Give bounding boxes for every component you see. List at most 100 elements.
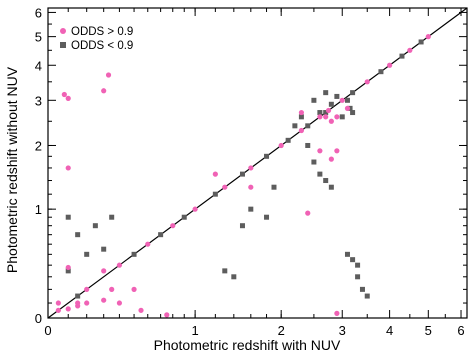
data-point-low-odds bbox=[292, 123, 298, 129]
x-axis-title: Photometric redshift with NUV bbox=[154, 337, 341, 353]
data-point-low-odds bbox=[311, 97, 317, 103]
legend-marker-high-odds bbox=[60, 28, 66, 34]
legend-marker-low-odds bbox=[60, 42, 66, 48]
data-point-high-odds bbox=[305, 210, 311, 216]
legend-label-low-odds: ODDS < 0.9 bbox=[71, 40, 133, 52]
legend-label-high-odds: ODDS > 0.9 bbox=[71, 26, 133, 38]
data-point-low-odds bbox=[378, 69, 384, 75]
data-point-low-odds bbox=[399, 53, 405, 59]
data-points bbox=[55, 34, 431, 318]
y-tick-label: 0 bbox=[35, 311, 42, 326]
legend: ODDS > 0.9 ODDS < 0.9 bbox=[60, 26, 133, 52]
data-point-low-odds bbox=[285, 137, 291, 143]
data-point-low-odds bbox=[239, 223, 245, 229]
data-point-low-odds bbox=[212, 191, 218, 197]
data-point-high-odds bbox=[407, 47, 413, 53]
data-point-high-odds bbox=[75, 300, 81, 306]
data-point-low-odds bbox=[248, 206, 254, 212]
data-point-high-odds bbox=[425, 34, 431, 40]
data-point-low-odds bbox=[344, 97, 350, 103]
data-point-low-odds bbox=[92, 223, 98, 229]
data-point-high-odds bbox=[101, 268, 107, 274]
data-point-low-odds bbox=[305, 142, 311, 148]
data-point-low-odds bbox=[359, 286, 365, 292]
data-point-high-odds bbox=[344, 105, 351, 111]
data-point-low-odds bbox=[418, 39, 424, 45]
data-point-low-odds bbox=[84, 251, 90, 257]
data-point-low-odds bbox=[364, 293, 370, 299]
data-point-high-odds bbox=[248, 184, 254, 190]
data-point-low-odds bbox=[317, 171, 323, 177]
data-point-high-odds bbox=[145, 241, 151, 247]
data-point-high-odds bbox=[387, 62, 393, 68]
data-point-high-odds bbox=[192, 206, 198, 212]
data-point-low-odds bbox=[65, 268, 71, 274]
data-point-high-odds bbox=[116, 300, 123, 306]
data-point-low-odds bbox=[350, 90, 356, 96]
y-tick-label: 6 bbox=[35, 5, 42, 20]
data-point-low-odds bbox=[109, 214, 115, 220]
data-point-low-odds bbox=[355, 274, 361, 280]
data-point-high-odds bbox=[334, 148, 340, 154]
data-point-low-odds bbox=[328, 184, 334, 190]
data-point-high-odds bbox=[105, 72, 112, 78]
plot-frame bbox=[47, 7, 468, 319]
data-point-low-odds bbox=[181, 214, 187, 220]
data-point-high-odds bbox=[278, 142, 284, 149]
data-point-high-odds bbox=[61, 91, 67, 98]
data-point-low-odds bbox=[75, 232, 81, 238]
data-point-low-odds bbox=[101, 246, 107, 252]
data-point-high-odds bbox=[55, 307, 61, 313]
data-point-low-odds bbox=[350, 110, 356, 116]
data-point-high-odds bbox=[248, 165, 254, 171]
data-point-high-odds bbox=[323, 114, 329, 120]
x-tick-label: 1 bbox=[192, 323, 199, 338]
data-point-high-odds bbox=[65, 264, 71, 271]
y-tick-label: 4 bbox=[35, 58, 42, 73]
y-tick-label: 1 bbox=[35, 202, 42, 217]
data-point-low-odds bbox=[239, 171, 245, 177]
data-point-high-odds bbox=[364, 79, 370, 85]
data-point-low-odds bbox=[339, 114, 345, 120]
data-point-low-odds bbox=[65, 214, 71, 220]
data-point-low-odds bbox=[311, 159, 317, 165]
data-point-high-odds bbox=[222, 184, 228, 190]
data-point-high-odds bbox=[334, 310, 340, 316]
data-point-high-odds bbox=[170, 223, 176, 229]
data-point-high-odds bbox=[101, 88, 107, 94]
data-point-low-odds bbox=[317, 110, 323, 116]
data-point-high-odds bbox=[298, 109, 305, 116]
data-point-high-odds bbox=[101, 297, 107, 303]
data-point-low-odds bbox=[328, 101, 334, 107]
data-point-low-odds bbox=[231, 274, 237, 280]
data-point-high-odds bbox=[84, 286, 90, 292]
data-point-low-odds bbox=[334, 93, 340, 99]
x-tick-label: 0 bbox=[44, 323, 51, 338]
data-point-high-odds bbox=[116, 262, 123, 268]
data-point-low-odds bbox=[158, 232, 164, 238]
data-point-low-odds bbox=[323, 90, 329, 96]
data-point-high-odds bbox=[109, 286, 115, 292]
data-point-low-odds bbox=[75, 293, 81, 299]
data-point-high-odds bbox=[317, 114, 323, 120]
data-point-low-odds bbox=[323, 178, 329, 184]
data-point-low-odds bbox=[305, 123, 311, 129]
data-point-high-odds bbox=[84, 300, 90, 306]
x-tick-label: 3 bbox=[339, 323, 346, 338]
x-tick-label: 5 bbox=[425, 323, 432, 338]
data-point-high-odds bbox=[65, 95, 71, 101]
data-point-high-odds bbox=[131, 286, 137, 292]
data-point-high-odds bbox=[55, 300, 61, 306]
data-point-low-odds bbox=[350, 257, 356, 263]
data-point-high-odds bbox=[328, 156, 334, 162]
x-tick-label: 4 bbox=[386, 323, 393, 338]
data-point-high-odds bbox=[325, 107, 332, 114]
data-point-high-odds bbox=[328, 118, 334, 124]
data-point-high-odds bbox=[339, 97, 345, 103]
axis-ticks bbox=[47, 8, 467, 319]
x-tick-label: 6 bbox=[457, 323, 464, 338]
y-axis-title: Photometric redshift without NUV bbox=[4, 66, 20, 273]
x-tick-label: 2 bbox=[278, 323, 285, 338]
data-point-high-odds bbox=[212, 171, 218, 177]
